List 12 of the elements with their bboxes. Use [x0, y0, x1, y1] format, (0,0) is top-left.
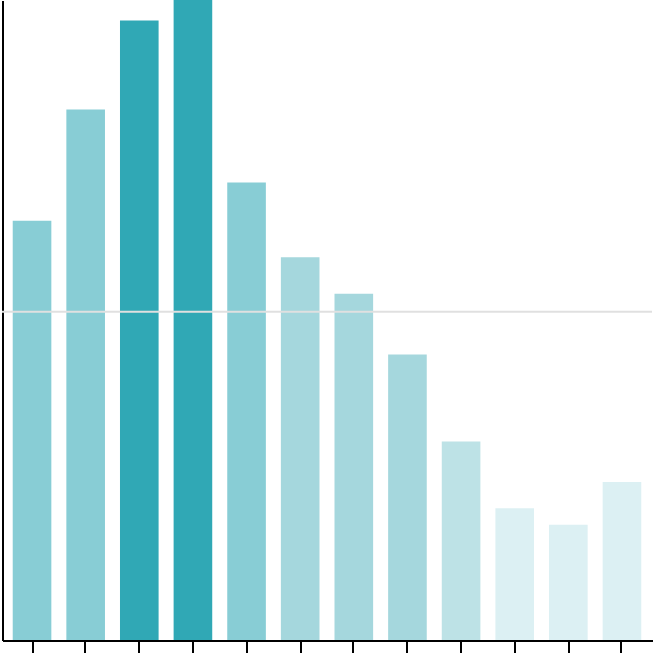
bar [66, 109, 105, 640]
bar [441, 441, 481, 640]
bar [119, 20, 159, 640]
bar [602, 481, 642, 640]
bar [280, 257, 320, 640]
bar [549, 524, 588, 640]
bar [334, 293, 374, 640]
bar [12, 220, 52, 640]
bar [173, 0, 213, 640]
bar [227, 182, 266, 640]
bar [388, 354, 427, 640]
bar [495, 508, 535, 640]
